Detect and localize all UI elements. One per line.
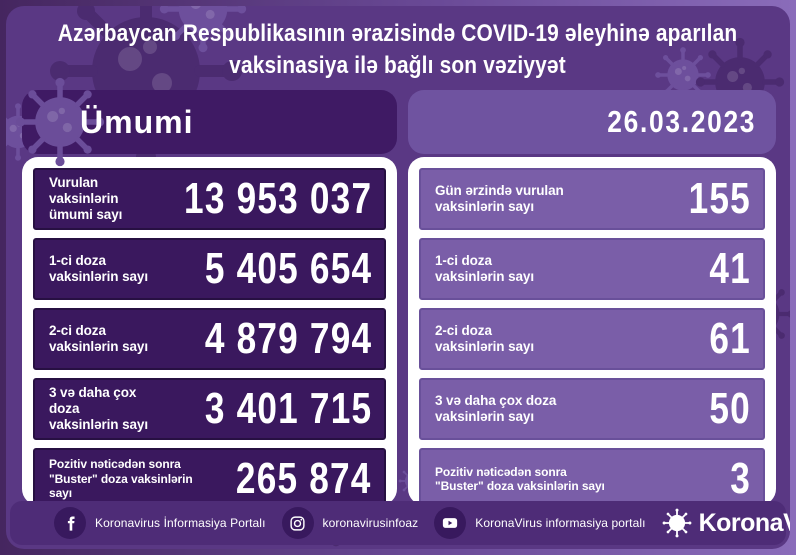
facebook-link[interactable]: Koronavirus İnformasiya Portalı — [54, 507, 266, 539]
instagram-label: koronavirusinfoaz — [322, 516, 419, 530]
youtube-label: KoronaVirus informasiya portalı — [475, 516, 646, 530]
stat-value: 5 405 654 — [204, 244, 372, 293]
instagram-link[interactable]: koronavirusinfoaz — [281, 507, 419, 539]
stat-value: 13 953 037 — [183, 174, 372, 223]
facebook-label: Koronavirus İnformasiya Portalı — [95, 516, 266, 530]
stat-row-dose2-daily: 2-ci doza vaksinlərin sayı 61 — [419, 308, 765, 370]
stat-value: 4 879 794 — [204, 314, 372, 363]
stat-row-total-vaccines: Vurulan vaksinlərin ümumi sayı 13 953 03… — [33, 168, 386, 230]
daily-panel-header: 26.03.2023 — [408, 90, 776, 154]
report-date: 26.03.2023 — [607, 104, 756, 139]
koronavirus-logo-text: KoronaVirus — [698, 508, 790, 537]
stat-label: Gün ərzində vurulan vaksinlərin sayı — [435, 182, 564, 214]
page-title-line1: Azərbaycan Respublikasının ərazisində CO… — [58, 20, 738, 47]
stat-value: 61 — [709, 314, 751, 363]
stat-value: 3 — [730, 454, 751, 503]
stat-label: 1-ci doza vaksinlərin sayı — [435, 252, 534, 284]
stat-label: Vurulan vaksinlərin ümumi sayı — [49, 174, 123, 223]
stat-row-daily-vaccines: Gün ərzində vurulan vaksinlərin sayı 155 — [419, 168, 765, 230]
daily-panel-body: Gün ərzində vurulan vaksinlərin sayı 155… — [408, 157, 776, 510]
stat-value: 41 — [709, 244, 751, 293]
stat-row-dose1-daily: 1-ci doza vaksinlərin sayı 41 — [419, 238, 765, 300]
stat-row-dose3plus-daily: 3 və daha çox doza vaksinlərin sayı 50 — [419, 378, 765, 440]
koronavirus-logo: KoronaVirus info — [662, 508, 790, 538]
stat-value: 50 — [709, 384, 751, 433]
stat-row-dose1-total: 1-ci doza vaksinlərin sayı 5 405 654 — [33, 238, 386, 300]
stat-label: Pozitiv nəticədən sonra "Buster" doza va… — [49, 457, 193, 501]
instagram-icon — [281, 507, 314, 539]
stat-row-dose2-total: 2-ci doza vaksinlərin sayı 4 879 794 — [33, 308, 386, 370]
totals-panel: Ümumi Vurulan vaksinlərin ümumi sayı 13 … — [22, 90, 397, 510]
stat-label: 1-ci doza vaksinlərin sayı — [49, 252, 148, 284]
totals-panel-header: Ümumi — [22, 90, 397, 154]
stat-label: 3 və daha çox doza vaksinlərin sayı — [49, 384, 148, 433]
page-title-line2: vaksinasiya ilə bağlı son vəziyyət — [229, 52, 567, 80]
page-title: Azərbaycan Respublikasının ərazisində CO… — [6, 18, 790, 83]
stat-row-dose3plus-total: 3 və daha çox doza vaksinlərin sayı 3 40… — [33, 378, 386, 440]
footer-bar: Koronavirus İnformasiya Portalı koronavi… — [10, 501, 790, 545]
youtube-link[interactable]: KoronaVirus informasiya portalı — [434, 507, 645, 539]
stat-value: 265 874 — [236, 454, 372, 503]
stat-value: 155 — [688, 174, 751, 223]
facebook-icon — [54, 507, 86, 539]
stat-label: 2-ci doza vaksinlərin sayı — [435, 322, 534, 354]
totals-panel-body: Vurulan vaksinlərin ümumi sayı 13 953 03… — [22, 157, 397, 510]
totals-panel-title: Ümumi — [80, 103, 194, 140]
stat-label: 2-ci doza vaksinlərin sayı — [49, 322, 148, 354]
youtube-icon — [434, 507, 467, 539]
infographic-stage: Azərbaycan Respublikasının ərazisində CO… — [6, 6, 790, 549]
koronavirus-logo-icon — [662, 508, 692, 538]
stat-label: 3 və daha çox doza vaksinlərin sayı — [435, 392, 557, 424]
stat-label: Pozitiv nəticədən sonra "Buster" doza va… — [435, 464, 605, 493]
stat-value: 3 401 715 — [204, 384, 372, 433]
daily-panel: 26.03.2023 Gün ərzində vurulan vaksinlər… — [408, 90, 776, 510]
